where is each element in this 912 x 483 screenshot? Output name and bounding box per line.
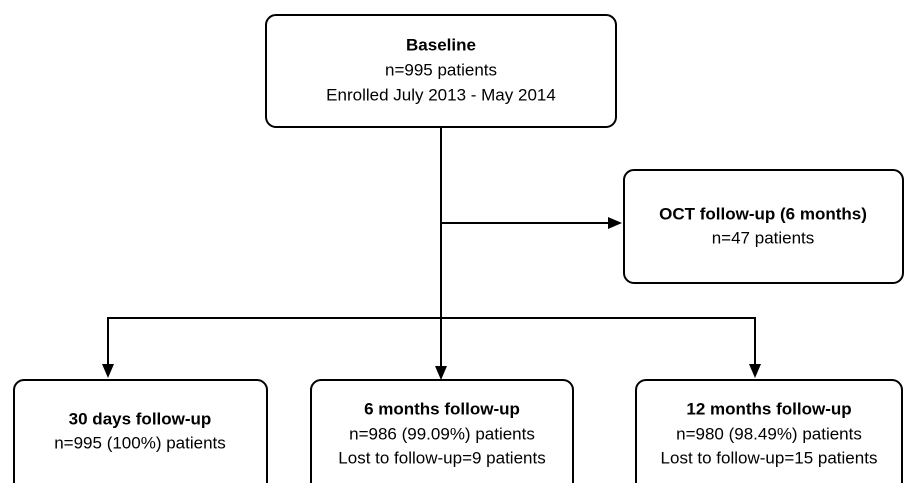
node-text: n=986 (99.09%) patients [349,424,535,443]
node-text: n=995 (100%) patients [54,433,226,452]
node-title: OCT follow-up (6 months) [659,204,867,223]
arrowhead [102,364,114,378]
arrowhead [749,364,761,378]
node-title: 6 months follow-up [364,399,520,418]
node-text: n=980 (98.49%) patients [676,424,862,443]
node-box [265,14,617,128]
arrowhead [435,366,447,380]
node-title: 12 months follow-up [686,399,851,418]
node-title: Baseline [406,35,476,54]
node-text: Lost to follow-up=9 patients [338,448,545,467]
node-box [13,379,268,483]
node-text: n=47 patients [712,228,815,247]
node-text: n=995 patients [385,60,497,79]
node-box [310,379,574,483]
node-text: Lost to follow-up=15 patients [661,448,878,467]
node-title: 30 days follow-up [69,409,212,428]
node-text: Enrolled July 2013 - May 2014 [326,85,556,104]
arrowhead [608,217,622,229]
node-box [635,379,903,483]
node-box [623,169,904,284]
